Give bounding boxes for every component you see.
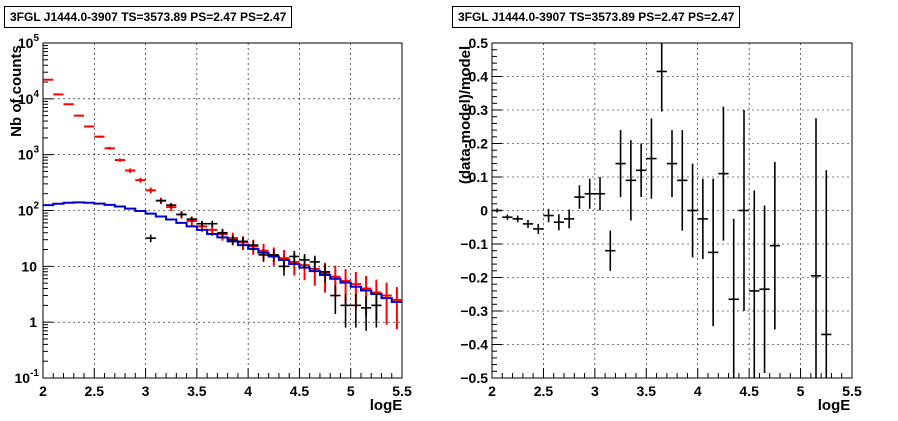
right-ytick-label: −0.5 bbox=[460, 370, 488, 386]
right-chart-title: 3FGL J1444.0-3907 TS=3573.89 PS=2.47 PS=… bbox=[452, 6, 741, 28]
left-chart-title: 3FGL J1444.0-3907 TS=3573.89 PS=2.47 PS=… bbox=[4, 6, 293, 28]
right-xtick-label: 4.5 bbox=[739, 383, 759, 399]
right-ytick-label: −0.3 bbox=[460, 303, 488, 319]
right-ytick-label: 0.1 bbox=[469, 169, 489, 185]
source-model-line bbox=[43, 201, 402, 303]
right-xtick-label: 2 bbox=[488, 383, 496, 399]
right-ytick-label: −0.4 bbox=[460, 337, 488, 353]
right-xtick-label: 2.5 bbox=[534, 383, 554, 399]
right-ytick-label: 0.4 bbox=[469, 69, 489, 85]
right-ytick-label: −0.2 bbox=[460, 270, 488, 286]
right-yaxis-label: (data-model)/model bbox=[457, 46, 474, 184]
right-ytick-label: 0.3 bbox=[469, 102, 489, 118]
left-yaxis-label: Nb of counts bbox=[8, 45, 25, 137]
left-ytick-label: 10-1 bbox=[15, 368, 40, 386]
right-ytick-label: 0.5 bbox=[469, 35, 489, 51]
left-xtick-label: 5.5 bbox=[392, 383, 412, 399]
left-xtick-label: 2 bbox=[39, 383, 47, 399]
left-xtick-label: 3 bbox=[142, 383, 150, 399]
left-xaxis-label: logE bbox=[370, 397, 403, 414]
left-ytick-label: 103 bbox=[18, 145, 40, 163]
right-xtick-label: 4 bbox=[694, 383, 702, 399]
left-xtick-label: 2.5 bbox=[85, 383, 105, 399]
right-ytick-label: −0.1 bbox=[460, 236, 488, 252]
right-xtick-label: 3 bbox=[591, 383, 599, 399]
left-ytick-label: 104 bbox=[18, 89, 40, 107]
left-xtick-label: 4 bbox=[244, 383, 252, 399]
right-xaxis-label: logE bbox=[818, 397, 851, 414]
left-xtick-label: 5 bbox=[347, 383, 355, 399]
right-xtick-label: 3.5 bbox=[637, 383, 657, 399]
right-xtick-label: 5 bbox=[797, 383, 805, 399]
right-ytick-label: 0 bbox=[480, 203, 488, 219]
left-plot-frame bbox=[42, 42, 403, 379]
right-ytick-label: 0.2 bbox=[469, 136, 489, 152]
left-ytick-label: 105 bbox=[18, 33, 40, 51]
left-xtick-label: 3.5 bbox=[187, 383, 207, 399]
left-ytick-label: 102 bbox=[18, 201, 40, 219]
left-ytick-label: 1 bbox=[29, 314, 37, 330]
right-xtick-label: 5.5 bbox=[842, 383, 862, 399]
left-xtick-label: 4.5 bbox=[290, 383, 310, 399]
left-ytick-label: 10 bbox=[21, 258, 37, 274]
